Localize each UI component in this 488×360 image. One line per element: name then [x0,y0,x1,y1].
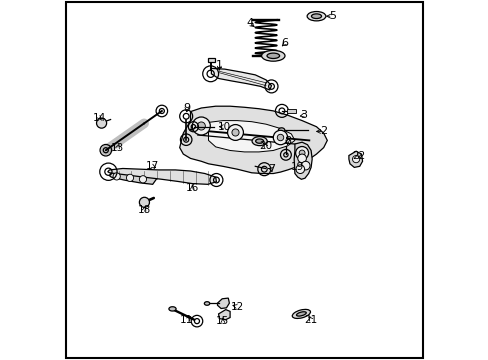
Ellipse shape [311,14,321,18]
Circle shape [113,173,120,180]
Text: 11: 11 [180,315,193,325]
Polygon shape [208,121,294,152]
Circle shape [231,129,239,136]
Ellipse shape [251,137,266,146]
Circle shape [299,150,305,156]
Text: 19: 19 [290,162,304,172]
Text: 5: 5 [328,11,336,21]
Ellipse shape [292,309,310,319]
Bar [286,109,295,113]
Text: 6: 6 [281,38,288,48]
Text: 14: 14 [93,113,106,123]
Ellipse shape [255,139,263,143]
Polygon shape [294,142,311,179]
Text: 20: 20 [258,141,271,151]
Text: 1: 1 [215,60,223,70]
Ellipse shape [266,53,279,59]
Circle shape [301,161,309,170]
Polygon shape [218,310,230,320]
Circle shape [96,118,106,128]
Polygon shape [109,172,156,184]
Ellipse shape [168,307,176,311]
Text: 16: 16 [185,183,199,193]
Text: 17: 17 [146,161,159,171]
Circle shape [139,176,146,183]
Text: 3: 3 [300,110,307,120]
Ellipse shape [204,302,209,305]
Circle shape [295,165,304,174]
Circle shape [192,117,210,135]
Ellipse shape [261,50,285,61]
Text: 12: 12 [230,302,244,312]
Text: 4: 4 [246,18,253,28]
Text: 22: 22 [352,150,365,161]
Circle shape [197,122,205,130]
Text: 15: 15 [216,316,229,326]
Polygon shape [217,298,229,309]
Text: 10: 10 [218,122,231,132]
Text: 13: 13 [111,143,124,153]
Polygon shape [348,151,362,167]
Text: 2: 2 [320,126,326,136]
Circle shape [227,125,243,140]
Polygon shape [211,68,271,90]
Text: 18: 18 [138,204,151,215]
Ellipse shape [306,12,325,21]
Text: 7: 7 [267,164,274,174]
Circle shape [126,174,133,181]
Circle shape [297,154,306,163]
Ellipse shape [296,312,305,316]
Circle shape [139,197,149,207]
Text: 9: 9 [183,103,190,113]
Circle shape [295,147,308,159]
Circle shape [277,134,283,141]
Circle shape [352,156,359,163]
Bar [207,58,215,62]
Text: 21: 21 [304,315,317,325]
Polygon shape [107,168,216,184]
Polygon shape [179,106,326,174]
Text: 8: 8 [284,136,291,146]
Circle shape [273,130,287,145]
Ellipse shape [278,128,284,133]
